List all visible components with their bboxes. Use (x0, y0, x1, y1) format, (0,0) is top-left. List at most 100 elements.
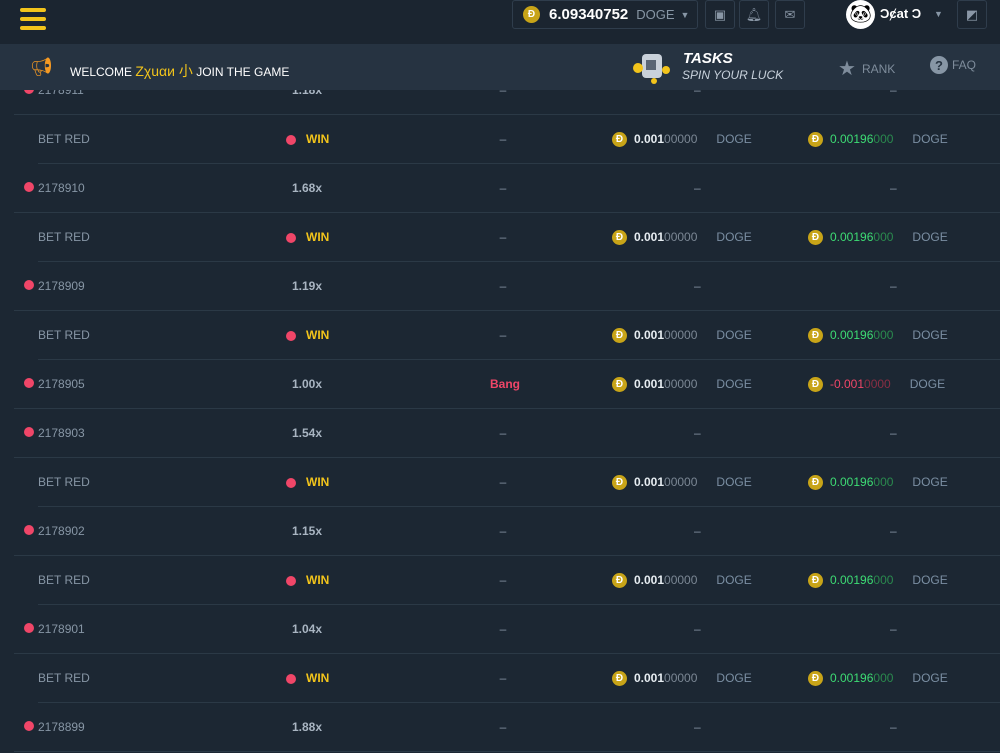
amount-significant: 0.00196 (830, 671, 874, 685)
bet-label: BET RED (38, 132, 90, 146)
empty-cell: – (890, 622, 897, 636)
messages-button[interactable]: ✉ (775, 0, 805, 29)
amount-trailing: 00000 (664, 377, 698, 391)
empty-cell: – (890, 426, 897, 440)
empty-cell: – (890, 181, 897, 195)
bet-row[interactable]: BET RED WIN – Ð 0.00100000 DOGE Ð 0.00196000 D… (0, 115, 1000, 164)
welcome-prefix: WELCOME (70, 65, 133, 79)
amount-trailing: 00000 (664, 671, 698, 685)
doge-coin-icon: Ð (612, 377, 627, 392)
balance-selector[interactable]: Ð 6.09340752 DOGE ▼ (512, 0, 698, 29)
amount-trailing: 000 (873, 671, 894, 685)
currency-label: DOGE (912, 132, 948, 146)
amount-significant: -0.001 (830, 377, 865, 391)
bet-row[interactable]: BET RED WIN – Ð 0.00100000 DOGE Ð 0.00196000 D… (0, 458, 1000, 507)
crash-multiplier: 1.19x (291, 279, 323, 293)
notifications-button[interactable]: 🔔︎ (739, 0, 769, 29)
game-row[interactable]: 2178902 1.15x – – – (0, 507, 1000, 556)
currency-label: DOGE (912, 475, 948, 489)
megaphone-icon: 📢︎ (30, 57, 53, 77)
amount-significant: 0.001 (634, 671, 665, 685)
red-dot-icon (24, 623, 34, 633)
game-row[interactable]: 2178910 1.68x – – – (0, 164, 1000, 213)
top-bar: Ð 6.09340752 DOGE ▼ ▣ 🔔︎ ✉ 🐼︎ Ɔȼat Ɔ ▼ ◩ (0, 0, 1000, 44)
amount-significant: 0.001 (634, 573, 665, 587)
currency-label: DOGE (716, 230, 752, 244)
bet-amount: Ð 0.00100000 DOGE (612, 115, 752, 164)
amount-trailing: 000 (873, 230, 894, 244)
doge-coin-icon: Ð (808, 573, 823, 588)
game-row[interactable]: 2178899 1.88x – – – (0, 703, 1000, 752)
username[interactable]: Ɔȼat Ɔ (880, 6, 922, 21)
tasks-link[interactable]: TASKS (683, 50, 733, 67)
empty-cell: – (499, 475, 507, 489)
currency-label: DOGE (716, 377, 752, 391)
profit-amount: Ð 0.00196000 DOGE (808, 458, 948, 507)
chat-toggle-button[interactable]: ◩ (957, 0, 987, 29)
game-row[interactable]: 2178903 1.54x – – – (0, 409, 1000, 458)
doge-coin-icon: Ð (612, 328, 627, 343)
amount-trailing: 000 (873, 132, 894, 146)
bet-row[interactable]: BET RED WIN – Ð 0.00100000 DOGE Ð 0.00196000 D… (0, 654, 1000, 703)
balance-currency: DOGE (636, 7, 675, 22)
bet-row[interactable]: BET RED WIN – Ð 0.00100000 DOGE Ð 0.00196000 D… (0, 213, 1000, 262)
bet-label: BET RED (38, 671, 90, 685)
game-row[interactable]: 2178901 1.04x – – – (0, 605, 1000, 654)
game-id[interactable]: 2178910 (38, 181, 85, 195)
doge-coin-icon: Ð (808, 328, 823, 343)
empty-cell: – (499, 573, 507, 587)
bet-label: BET RED (38, 328, 90, 342)
game-status: – (499, 83, 507, 97)
crash-multiplier: 1.88x (291, 720, 323, 734)
currency-label: DOGE (716, 132, 752, 146)
empty-cell: – (890, 83, 897, 97)
amount-trailing: 00000 (664, 573, 698, 587)
profit-amount: Ð 0.00196000 DOGE (808, 213, 948, 262)
bet-amount: Ð 0.00100000 DOGE (612, 311, 752, 360)
game-row[interactable]: 2178909 1.19x – – – (0, 262, 1000, 311)
welcome-username: Zχuαи 小 (135, 63, 193, 79)
faq-label: FAQ (952, 58, 977, 72)
amount-trailing: 0000 (864, 377, 891, 391)
amount-significant: 0.001 (634, 377, 665, 391)
wallet-button[interactable]: ▣ (705, 0, 735, 29)
doge-coin-icon: Ð (612, 671, 627, 686)
currency-label: DOGE (716, 671, 752, 685)
currency-label: DOGE (909, 377, 946, 391)
bet-amount: Ð 0.00100000 DOGE (612, 556, 752, 605)
welcome-bar: 📢︎ WELCOME Zχuαи 小 JOIN THE GAME TASKS S… (0, 44, 1000, 90)
game-status: – (499, 279, 507, 293)
tasks-subtitle[interactable]: SPIN YOUR LUCK (682, 68, 784, 82)
bet-row[interactable]: BET RED WIN – Ð 0.00100000 DOGE Ð 0.00196000 D… (0, 556, 1000, 605)
empty-cell: – (694, 426, 701, 440)
game-row[interactable]: 2178905 1.00x Bang Ð 0.00100000 DOGE Ð -0.001… (0, 360, 1000, 409)
faq-link[interactable]: ? FAQ (930, 56, 976, 74)
game-id[interactable]: 2178909 (38, 279, 85, 293)
game-id[interactable]: 2178899 (38, 720, 85, 734)
menu-icon[interactable] (20, 8, 46, 32)
game-id[interactable]: 2178905 (38, 377, 85, 391)
game-id[interactable]: 2178902 (38, 524, 85, 538)
currency-label: DOGE (912, 671, 948, 685)
red-dot-icon (286, 233, 296, 243)
crash-multiplier: 1.68x (291, 181, 323, 195)
avatar[interactable]: 🐼︎ (846, 0, 875, 29)
rank-link[interactable]: ★ RANK (838, 56, 895, 81)
game-id[interactable]: 2178901 (38, 622, 85, 636)
slot-machine-icon[interactable] (632, 50, 676, 84)
chevron-down-icon[interactable]: ▼ (934, 9, 943, 19)
amount-significant: 0.001 (634, 328, 665, 342)
currency-label: DOGE (716, 475, 752, 489)
red-dot-icon (286, 135, 296, 145)
doge-coin-icon: Ð (808, 377, 823, 392)
empty-cell: – (499, 132, 507, 146)
chat-icon: ◩ (965, 6, 979, 22)
welcome-suffix: JOIN THE GAME (196, 65, 290, 79)
game-status: – (499, 181, 507, 195)
amount-significant: 0.00196 (830, 132, 874, 146)
game-status: – (499, 524, 507, 538)
amount-significant: 0.001 (634, 132, 665, 146)
game-id[interactable]: 2178903 (38, 426, 85, 440)
profit-amount: Ð -0.0010000 DOGE (808, 360, 945, 409)
bet-row[interactable]: BET RED WIN – Ð 0.00100000 DOGE Ð 0.00196000 D… (0, 311, 1000, 360)
